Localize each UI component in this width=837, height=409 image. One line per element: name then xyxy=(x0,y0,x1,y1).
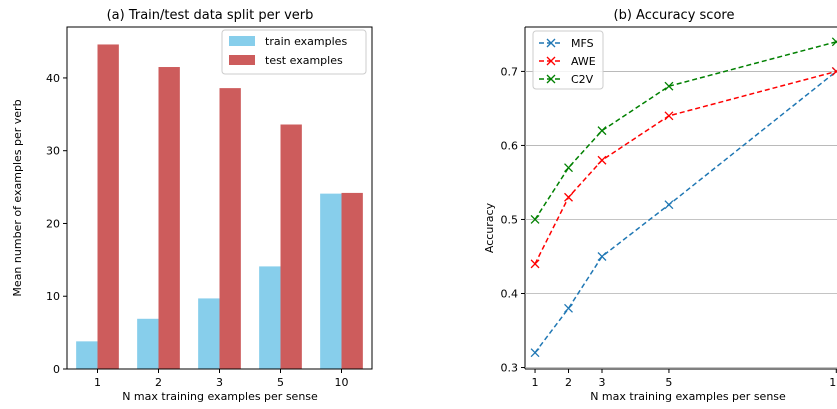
marker-c2v-3 xyxy=(597,126,607,136)
marker-c2v-5 xyxy=(664,81,674,91)
marker-awe-2 xyxy=(564,192,573,202)
y-tick-label: 0.5 xyxy=(501,213,519,226)
chart-b-legend: MFS AWE C2V xyxy=(532,30,604,90)
chart-b-title: (b) Accuracy score xyxy=(614,8,735,23)
chart-a: (a) Train/test data split per verb 1 2 3 5 1… xyxy=(11,8,373,403)
x-tick-label: 2 xyxy=(565,376,572,389)
marker-c2v-2 xyxy=(564,163,573,173)
x-tick-label: 5 xyxy=(665,376,672,389)
y-tick-label: 40 xyxy=(46,72,60,85)
marker-mfs-2 xyxy=(564,303,573,313)
bar-train-3 xyxy=(198,298,220,369)
marker-c2v-1 xyxy=(530,215,540,224)
bar-train-5 xyxy=(259,266,281,369)
y-tick-label: 0.3 xyxy=(501,362,519,375)
chart-b-y-axis-label: Accuracy xyxy=(483,202,496,253)
legend-marker-mfs xyxy=(546,38,556,48)
chart-b-x-axis-label: N max training examples per sense xyxy=(590,390,786,403)
legend-marker-c2v xyxy=(546,74,556,84)
legend-label-train: train examples xyxy=(265,35,347,48)
y-tick-label: 20 xyxy=(46,217,60,230)
bar-test-10 xyxy=(341,192,363,369)
legend-swatch-test xyxy=(229,55,255,65)
series-line-mfs xyxy=(534,70,837,354)
chart-b: (b) Accuracy score 1 2 3 5 10 0.3 0.4 0.5 0.6 0.… xyxy=(483,8,837,403)
y-tick-label: 10 xyxy=(46,290,60,303)
y-tick-label: 0.4 xyxy=(501,287,519,300)
bar-train-2 xyxy=(137,318,159,369)
y-tick-label: 30 xyxy=(46,145,60,158)
x-tick-label: 3 xyxy=(216,376,223,389)
chart-a-title: (a) Train/test data split per verb xyxy=(107,8,314,23)
bar-test-3 xyxy=(219,88,241,369)
chart-a-legend: train examples test examples xyxy=(221,29,367,75)
x-tick-label: 5 xyxy=(277,376,284,389)
legend-swatch-train xyxy=(229,36,255,46)
marker-c2v-10 xyxy=(831,37,837,47)
marker-awe-1 xyxy=(530,259,540,269)
x-tick-label: 1 xyxy=(532,376,539,389)
y-tick-label: 0 xyxy=(53,363,60,376)
series-line-c2v xyxy=(534,41,837,220)
y-tick-label: 0.7 xyxy=(501,65,519,78)
chart-a-y-axis-label: Mean number of examples per verb xyxy=(11,99,24,296)
legend-label-mfs: MFS xyxy=(571,37,594,50)
bar-test-2 xyxy=(158,67,180,370)
y-tick-label: 0.6 xyxy=(501,139,519,152)
marker-mfs-3 xyxy=(597,252,607,261)
legend-label-c2v: C2V xyxy=(571,73,594,86)
marker-awe-5 xyxy=(664,111,674,121)
x-tick-label: 10 xyxy=(829,376,837,389)
marker-awe-10 xyxy=(831,66,837,76)
x-tick-label: 3 xyxy=(598,376,605,389)
x-tick-label: 10 xyxy=(335,376,349,389)
x-tick-label: 1 xyxy=(94,376,101,389)
legend-label-awe: AWE xyxy=(571,55,596,68)
bar-train-10 xyxy=(320,193,342,369)
legend-marker-awe xyxy=(546,56,556,66)
chart-a-x-axis-label: N max training examples per sense xyxy=(122,390,318,403)
series-line-awe xyxy=(534,70,837,265)
x-tick-label: 2 xyxy=(155,376,162,389)
bar-train-1 xyxy=(76,341,98,369)
marker-mfs-5 xyxy=(664,200,674,210)
marker-mfs-1 xyxy=(530,348,540,358)
legend-label-test: test examples xyxy=(265,54,343,67)
marker-awe-3 xyxy=(597,155,607,165)
bar-test-1 xyxy=(97,44,119,369)
bar-test-5 xyxy=(280,124,302,370)
